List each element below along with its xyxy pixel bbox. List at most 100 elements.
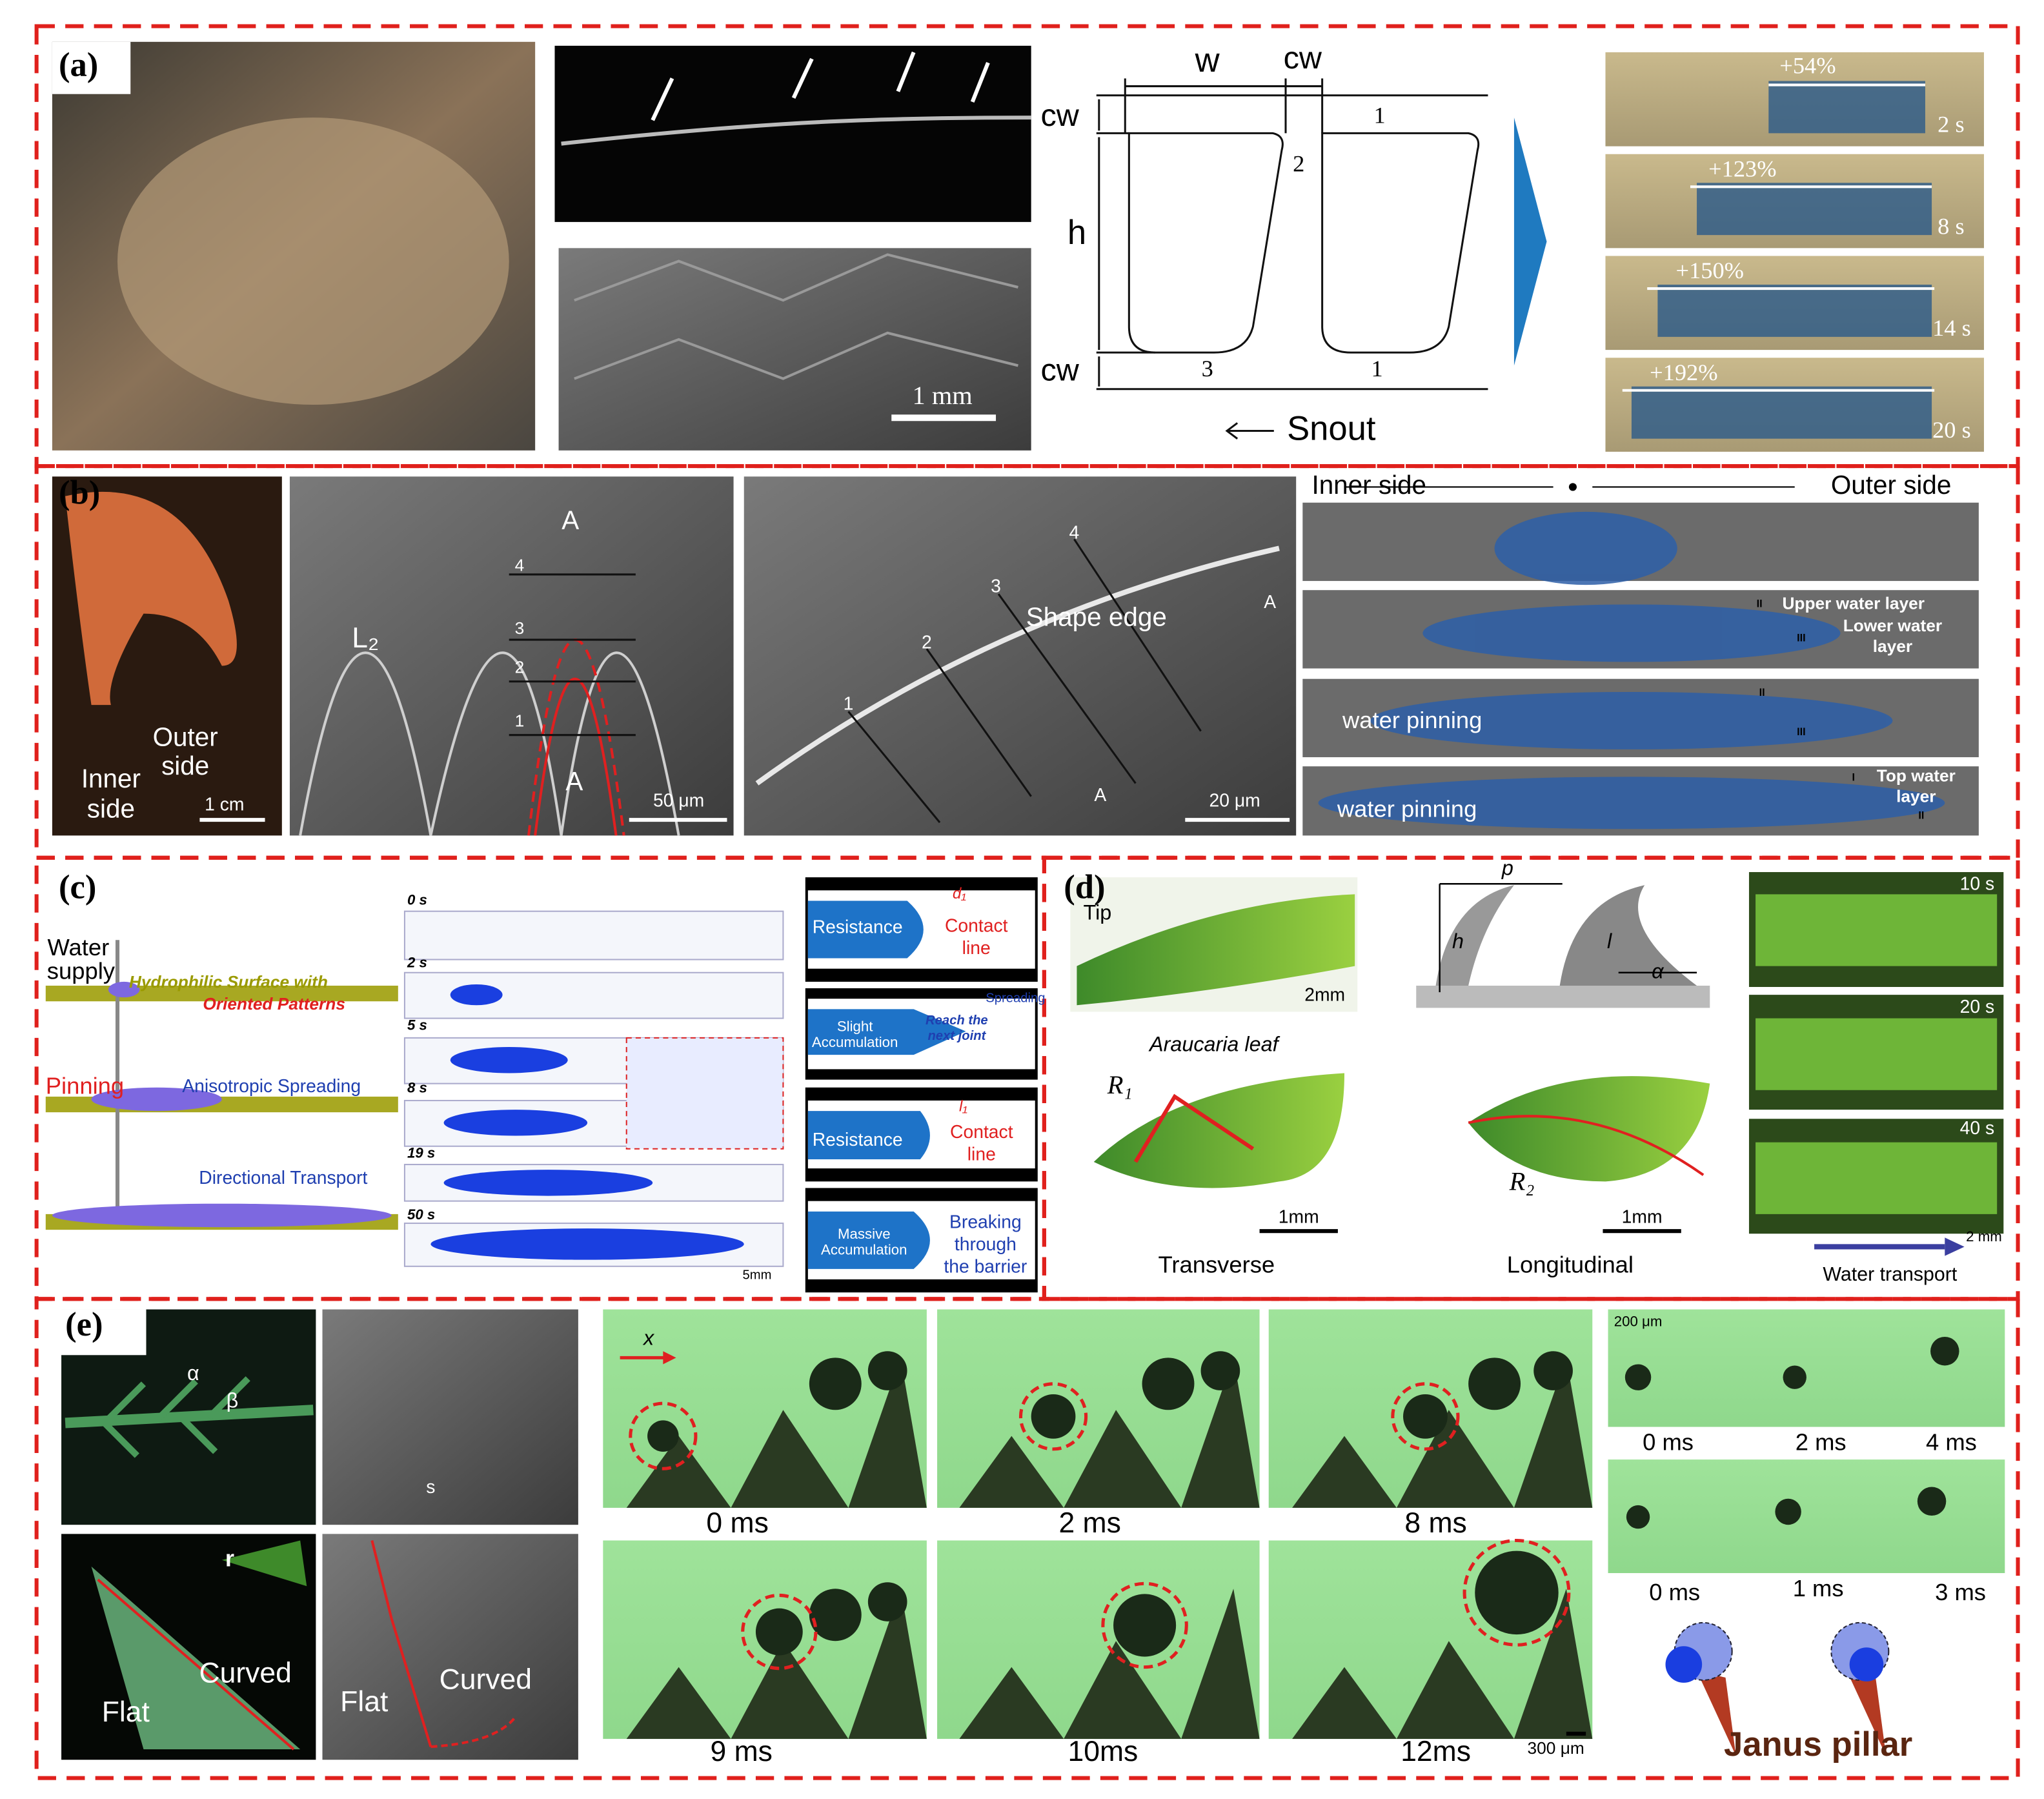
decoration <box>625 1037 784 1150</box>
decoration <box>1416 985 1710 1008</box>
decoration <box>1626 1505 1650 1529</box>
decoration <box>651 51 990 121</box>
decoration <box>651 77 674 121</box>
label: s <box>426 1476 435 1497</box>
decoration <box>322 1309 578 1525</box>
label: 1 ms <box>1793 1575 1844 1601</box>
label: III <box>1797 726 1805 738</box>
decoration <box>1439 883 1697 993</box>
decoration <box>1468 1115 1705 1176</box>
label: Contact <box>950 1121 1013 1142</box>
decoration <box>1917 1487 1947 1516</box>
label: A <box>562 505 579 535</box>
label: l <box>1607 930 1612 953</box>
label: h <box>1452 930 1464 953</box>
decoration <box>1093 1073 1345 1188</box>
decoration <box>560 651 680 836</box>
label: 1 <box>1374 102 1386 128</box>
decoration <box>1318 777 1945 829</box>
label: 20 μm <box>1209 789 1260 810</box>
label: 4 ms <box>1926 1428 1977 1455</box>
label: Araucaria leaf <box>1148 1033 1280 1056</box>
decoration <box>647 1420 679 1452</box>
decoration <box>1768 81 1925 134</box>
label: α <box>1652 959 1665 982</box>
decoration <box>1945 1237 1965 1256</box>
decoration <box>65 491 237 706</box>
decoration <box>663 1351 676 1365</box>
label: Resistance <box>813 916 903 937</box>
decoration <box>443 1170 653 1196</box>
panel-d-images <box>1070 872 2004 1256</box>
decoration <box>1475 1550 1559 1635</box>
label: β <box>227 1389 239 1412</box>
label: A <box>1094 784 1106 805</box>
decoration <box>1200 1351 1240 1390</box>
label: Upper water layer <box>1782 593 1925 613</box>
label: p <box>1501 857 1513 880</box>
label: (c) <box>59 868 96 906</box>
decoration <box>1468 1357 1521 1410</box>
decoration <box>1403 1394 1448 1439</box>
label: 12ms <box>1401 1736 1471 1767</box>
label: Water <box>47 934 109 960</box>
label: Hydrophilic Surface with <box>129 972 328 991</box>
label: x <box>642 1326 655 1350</box>
label: Oriented Patterns <box>203 994 345 1013</box>
decoration <box>1756 894 1998 966</box>
decoration <box>102 1420 139 1458</box>
decoration <box>629 1401 698 1470</box>
label: Accumulation <box>812 1034 898 1050</box>
decoration <box>1559 885 1697 986</box>
panel-b-images <box>52 476 1979 836</box>
label: 50 s <box>407 1206 435 1223</box>
decoration <box>1031 1394 1076 1439</box>
decoration <box>45 985 398 1230</box>
label: Tip <box>1084 900 1112 924</box>
label: through <box>955 1234 1017 1254</box>
decoration <box>744 476 1297 836</box>
decoration <box>1494 511 1677 585</box>
label: 0 ms <box>706 1507 768 1539</box>
label: L₂ <box>352 622 379 654</box>
decoration <box>430 1228 744 1260</box>
decoration <box>97 1540 517 1751</box>
label: Curved <box>440 1664 532 1696</box>
decoration <box>430 1716 517 1749</box>
decoration <box>1370 691 1893 749</box>
decoration <box>45 985 398 1002</box>
label: line <box>962 937 991 958</box>
decoration <box>1268 1357 1593 1508</box>
decoration <box>561 116 1031 146</box>
label: layer <box>1896 787 1936 806</box>
decoration <box>807 900 966 1269</box>
label: cw <box>1284 41 1322 76</box>
decoration <box>791 57 814 99</box>
panel-a-images <box>52 41 1984 452</box>
decoration <box>1665 1621 1890 1683</box>
label: (b) <box>59 474 100 512</box>
label: 2 s <box>407 954 427 970</box>
label: 2 ms <box>1058 1507 1120 1539</box>
labels: (a) w cw cw h cw 1 2 3 1 Snout 1 mm +54% 2 s +123% 8 s +… <box>46 41 2002 1767</box>
label: II <box>1759 687 1765 698</box>
decoration <box>1631 386 1932 439</box>
decoration <box>1624 1364 1652 1390</box>
label: Flat <box>340 1686 389 1718</box>
label: Anisotropic Spreading <box>182 1075 361 1096</box>
label: 4 <box>1069 522 1080 543</box>
label: (e) <box>65 1306 103 1343</box>
label: 8 ms <box>1404 1507 1466 1539</box>
decoration <box>1608 1309 2005 1574</box>
label: II <box>1757 598 1763 610</box>
label: Directional Transport <box>199 1167 367 1188</box>
decoration <box>1665 1646 1703 1683</box>
label: Outer side <box>1831 470 1952 500</box>
label: w <box>1195 41 1220 79</box>
label: (a) <box>59 46 98 83</box>
decoration <box>1468 1076 1710 1182</box>
decoration <box>52 1309 147 1356</box>
decoration <box>1847 1671 1887 1756</box>
decoration <box>1631 81 1932 439</box>
label: line <box>967 1143 996 1164</box>
